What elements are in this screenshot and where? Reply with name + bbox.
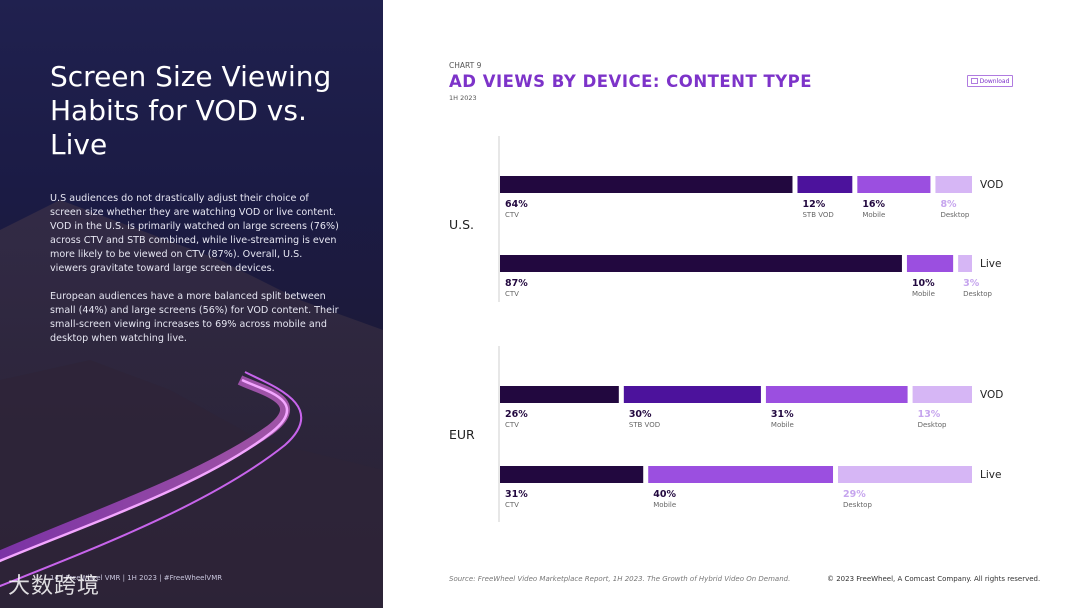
value-label-eur-live-ctv: 31% — [505, 489, 528, 500]
device-label-u-s-vod-mobile: Mobile — [862, 211, 885, 219]
bar-eur-vod-desktop — [912, 386, 972, 403]
bar-u-s-live-mobile — [906, 255, 954, 272]
region-label-u-s: U.S. — [449, 217, 474, 232]
us-description: U.S audiences do not drastically adjust … — [50, 193, 339, 274]
value-label-eur-vod-desktop: 13% — [918, 409, 941, 420]
page-footer: 14 | FreeWheel VMR | 1H 2023 | #FreeWhee… — [50, 574, 223, 582]
value-label-u-s-vod-desktop: 8% — [940, 199, 957, 210]
value-label-u-s-live-ctv: 87% — [505, 278, 528, 289]
night-road-photo — [0, 200, 383, 608]
device-label-eur-live-mobile: Mobile — [653, 501, 676, 509]
section-title: Screen Size Viewing Habits for VOD vs. L… — [50, 60, 332, 161]
value-label-u-s-vod-stb-vod: 12% — [802, 199, 825, 210]
download-icon — [970, 78, 978, 84]
value-label-u-s-vod-mobile: 16% — [862, 199, 885, 210]
bar-eur-live-desktop — [838, 466, 972, 483]
bar-u-s-vod-mobile — [857, 176, 931, 193]
device-label-eur-vod-desktop: Desktop — [918, 421, 947, 429]
device-label-u-s-vod-ctv: CTV — [505, 211, 519, 219]
bar-u-s-vod-stb-vod — [797, 176, 853, 193]
value-label-u-s-vod-ctv: 64% — [505, 199, 528, 210]
download-label: Download — [979, 77, 1010, 85]
bar-eur-vod-ctv — [500, 386, 619, 403]
device-label-u-s-vod-desktop: Desktop — [940, 211, 969, 219]
source-note: Source: FreeWheel Video Marketplace Repo… — [449, 575, 791, 583]
device-label-eur-live-desktop: Desktop — [843, 501, 872, 509]
value-label-eur-live-desktop: 29% — [843, 489, 866, 500]
content-type-label-eur-vod: VOD — [980, 389, 1003, 401]
device-label-u-s-live-desktop: Desktop — [963, 290, 992, 298]
left-panel: Screen Size Viewing Habits for VOD vs. L… — [0, 0, 383, 608]
device-label-eur-live-ctv: CTV — [505, 501, 519, 509]
bar-u-s-live-desktop — [958, 255, 972, 272]
value-label-eur-vod-ctv: 26% — [505, 409, 528, 420]
value-label-u-s-live-mobile: 10% — [912, 278, 935, 289]
eur-description: European audiences have a more balanced … — [50, 291, 339, 344]
value-label-u-s-live-desktop: 3% — [963, 278, 980, 289]
device-label-eur-vod-stb-vod: STB VOD — [629, 421, 660, 429]
bar-eur-live-mobile — [648, 466, 834, 483]
bar-u-s-vod-ctv — [500, 176, 793, 193]
download-button[interactable]: Download — [967, 75, 1013, 87]
value-label-eur-vod-stb-vod: 30% — [629, 409, 652, 420]
content-type-label-u-s-live: Live — [980, 258, 1001, 270]
value-label-eur-vod-mobile: 31% — [771, 409, 794, 420]
bar-u-s-live-ctv — [500, 255, 902, 272]
bar-u-s-vod-desktop — [935, 176, 972, 193]
chart-title: AD VIEWS BY DEVICE: CONTENT TYPE — [449, 72, 813, 91]
content-type-label-u-s-vod: VOD — [980, 179, 1003, 191]
bar-eur-vod-stb-vod — [623, 386, 761, 403]
device-label-eur-vod-mobile: Mobile — [771, 421, 794, 429]
value-label-eur-live-mobile: 40% — [653, 489, 676, 500]
device-label-u-s-vod-stb-vod: STB VOD — [802, 211, 833, 219]
watermark-logo: 大数跨境 — [8, 574, 101, 599]
region-label-eur: EUR — [449, 427, 475, 442]
device-label-eur-vod-ctv: CTV — [505, 421, 519, 429]
chart-period: 1H 2023 — [449, 94, 477, 102]
device-label-u-s-live-mobile: Mobile — [912, 290, 935, 298]
content-type-label-eur-live: Live — [980, 469, 1001, 481]
bar-eur-live-ctv — [500, 466, 644, 483]
bar-eur-vod-mobile — [765, 386, 908, 403]
chart-number: CHART 9 — [449, 61, 482, 70]
copyright: © 2023 FreeWheel, A Comcast Company. All… — [827, 575, 1041, 583]
device-label-u-s-live-ctv: CTV — [505, 290, 519, 298]
